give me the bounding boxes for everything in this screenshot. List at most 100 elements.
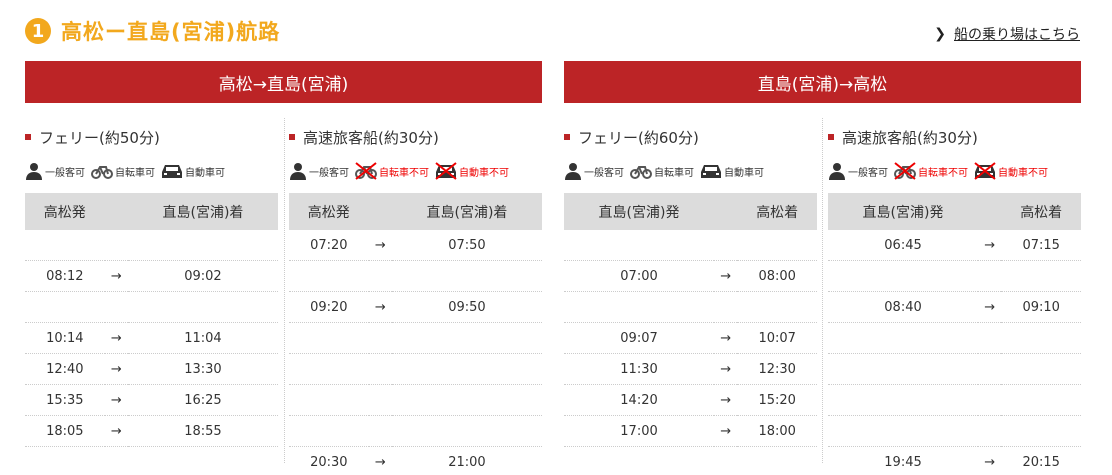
arrow: [978, 322, 1002, 354]
table-row: [828, 322, 1081, 354]
route-heading: 1 高松ー直島(宮浦)航路: [25, 16, 280, 46]
arrow: →: [978, 291, 1002, 323]
depart-time: 18:05: [25, 415, 105, 447]
arrive-time: 16:25: [127, 384, 278, 416]
header-depart: 直島(宮浦)発: [828, 193, 979, 230]
allowance-label: 一般客可: [45, 167, 85, 179]
arrive-time: [1001, 260, 1081, 292]
service-title-text: フェリー(約60分): [578, 128, 699, 147]
table-row: 07:00 → 08:00: [564, 260, 817, 292]
allowance-label: 一般客可: [309, 167, 349, 179]
divider: [284, 118, 285, 463]
table-header: 高松発 直島(宮浦)着: [289, 193, 542, 230]
header-depart: 直島(宮浦)発: [564, 193, 715, 230]
car-icon: [700, 162, 724, 180]
table-row: 08:12 → 09:02: [25, 260, 278, 292]
depart-time: 09:20: [289, 291, 369, 323]
allowance-bicycle: 自転車不可: [355, 162, 429, 180]
table-row: [828, 353, 1081, 385]
arrive-time: [127, 291, 278, 323]
timetable: 直島(宮浦)発 高松着 07:00 → 08:00 09:07 → 10:07 11:30 → 12…: [564, 193, 817, 475]
arrive-time: [737, 291, 817, 323]
allowance-label: 自転車可: [654, 167, 694, 179]
allowance-icons: 一般客可 自転車可 自動車可: [564, 160, 817, 182]
arrow: →: [978, 446, 1002, 475]
depart-time: 17:00: [564, 415, 715, 447]
header-arrive: 直島(宮浦)着: [127, 193, 278, 230]
table-header: 直島(宮浦)発 高松着: [564, 193, 817, 230]
arrow: →: [104, 415, 128, 447]
allowance-icons: 一般客可 自転車可 自動車可: [25, 160, 278, 182]
table-row: 07:20 → 07:50: [289, 230, 542, 261]
table-row: [564, 230, 817, 261]
table-header: 直島(宮浦)発 高松着: [828, 193, 1081, 230]
depart-time: [289, 353, 369, 385]
arrow: [714, 230, 738, 261]
header-arrive: 高松着: [1001, 193, 1081, 230]
header-arrow: [714, 193, 738, 230]
allowance-person: 一般客可: [564, 162, 624, 180]
depart-time: 15:35: [25, 384, 105, 416]
depart-time: [564, 446, 715, 475]
arrow: [978, 384, 1002, 416]
allowance-label: 自動車不可: [998, 167, 1048, 179]
arrive-time: 07:15: [1001, 230, 1081, 261]
arrow: →: [104, 260, 128, 292]
header-arrow: [368, 193, 392, 230]
table-row: [25, 291, 278, 323]
route-number-badge: 1: [25, 18, 51, 44]
allowance-person: 一般客可: [25, 162, 85, 180]
divider: [822, 118, 823, 463]
arrow: [368, 260, 392, 292]
depart-time: [828, 353, 979, 385]
arrow: [978, 353, 1002, 385]
table-row: [289, 384, 542, 416]
header-depart: 高松発: [289, 193, 369, 230]
depart-time: [25, 291, 105, 323]
depart-time: 09:07: [564, 322, 715, 354]
table-row: [25, 230, 278, 261]
bicycle-icon: [91, 162, 115, 180]
allowance-label: 自動車可: [724, 167, 764, 179]
arrow: [978, 260, 1002, 292]
allowance-label: 自動車不可: [459, 167, 509, 179]
pier-link-text[interactable]: 船の乗り場はこちら: [954, 27, 1080, 43]
timetable: 直島(宮浦)発 高松着 06:45 → 07:15 08:40 → 09:10 19:45 → 20…: [828, 193, 1081, 475]
route-title: 高松ー直島(宮浦)航路: [61, 20, 281, 44]
table-row: 09:20 → 09:50: [289, 291, 542, 323]
table-row: 14:20 → 15:20: [564, 384, 817, 416]
depart-time: [289, 322, 369, 354]
table-row: 19:45 → 20:15: [828, 446, 1081, 475]
allowance-bicycle: 自転車可: [91, 162, 155, 180]
arrow: →: [714, 353, 738, 385]
arrow: →: [714, 260, 738, 292]
arrive-time: [127, 230, 278, 261]
arrive-time: [391, 260, 542, 292]
arrow: [368, 322, 392, 354]
service-title: フェリー(約50分): [25, 126, 278, 148]
arrow: →: [104, 322, 128, 354]
depart-time: 08:12: [25, 260, 105, 292]
arrive-time: [127, 446, 278, 475]
bicycle-icon: [894, 162, 918, 180]
arrive-time: 20:15: [1001, 446, 1081, 475]
arrive-time: 11:04: [127, 322, 278, 354]
person-icon: [25, 162, 45, 180]
arrow: [714, 446, 738, 475]
allowance-car: 自動車不可: [435, 162, 509, 180]
depart-time: 11:30: [564, 353, 715, 385]
depart-time: [25, 446, 105, 475]
arrow: [368, 415, 392, 447]
table-row: 11:30 → 12:30: [564, 353, 817, 385]
car-icon: [974, 162, 998, 180]
allowance-car: 自動車不可: [974, 162, 1048, 180]
arrow: →: [978, 230, 1002, 261]
arrow: [714, 291, 738, 323]
arrow: →: [368, 446, 392, 475]
allowance-label: 自転車可: [115, 167, 155, 179]
pier-link[interactable]: ❯ 船の乗り場はこちら: [934, 24, 1080, 44]
chevron-right-icon: ❯: [934, 26, 946, 42]
allowance-icons: 一般客可 自転車不可 自動車不可: [289, 160, 542, 182]
service-title-text: 高速旅客船(約30分): [842, 128, 978, 147]
